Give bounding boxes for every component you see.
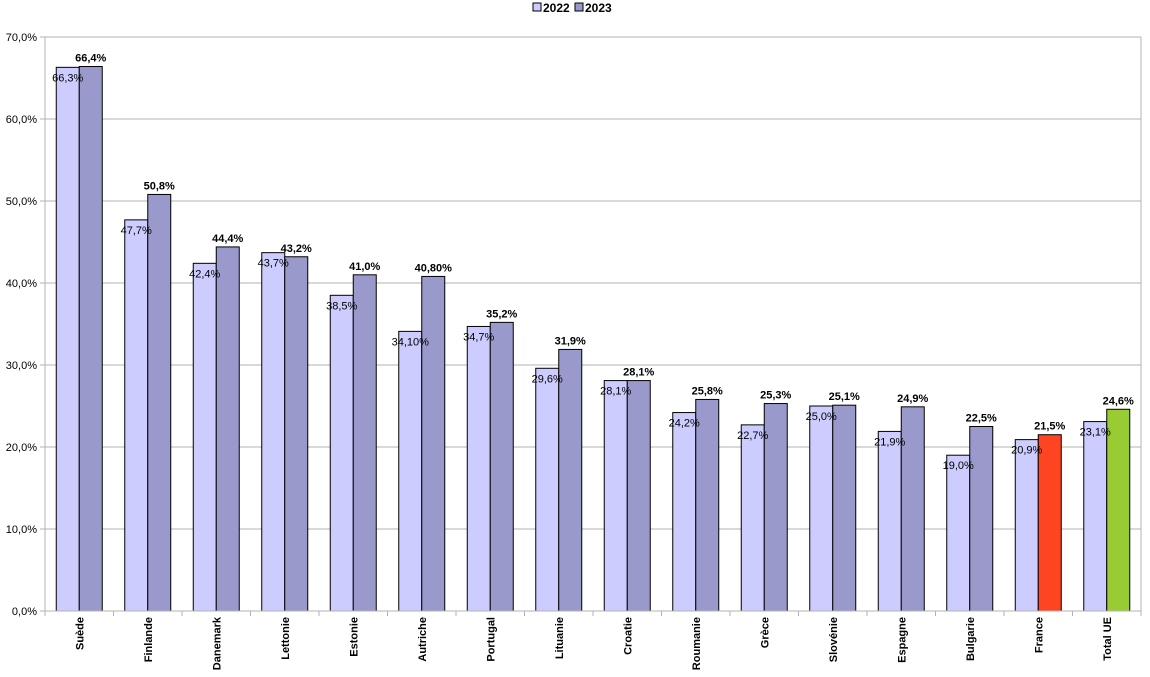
x-category-label: Slovénie [828,617,840,662]
bar-2023 [695,398,720,612]
legend-swatch-2023 [574,2,584,12]
bar-2022 [398,330,423,612]
bars [55,66,1131,612]
data-label-2022: 42,4% [189,268,220,280]
x-category-label: Portugal [485,617,497,662]
bar-2022 [466,325,491,612]
y-tick-label: 60,0% [6,114,37,126]
data-label-2023: 40,80% [415,262,453,274]
bar-2022 [877,430,902,612]
bar-2022 [1083,421,1108,612]
bar-2022 [535,367,560,612]
x-category-label: Total UE [1102,617,1114,661]
x-category-label: Finlande [143,617,155,662]
y-tick-label: 10,0% [6,524,37,536]
x-category-label: Suède [74,617,86,650]
legend-label-2023: 2023 [585,1,612,15]
data-label-2023: 24,9% [897,393,928,405]
bar-2022 [329,294,354,612]
data-label-2023: 66,4% [75,53,106,65]
data-label-2022: 34,10% [392,336,430,348]
bar-2023 [78,66,103,612]
bar-2022 [946,454,971,612]
y-tick-label: 50,0% [6,196,37,208]
legend-label-2022: 2022 [543,1,570,15]
data-label-2023: 25,3% [760,390,791,402]
data-label-2022: 25,0% [806,411,837,423]
x-category-label: Bulgarie [965,617,977,661]
x-category-label: Espagne [896,617,908,663]
bar-2023 [1037,434,1062,612]
data-label-2022: 66,3% [52,72,83,84]
data-label-2023: 41,0% [349,261,380,273]
x-category-label: France [1033,617,1045,653]
bar-2023 [1106,408,1131,612]
data-label-2022: 47,7% [121,225,152,237]
data-label-2023: 21,5% [1034,421,1065,433]
data-labels: 66,3% 66,4% 47,7% 50,8% 42,4% 44,4% 43,7% 43,2%… [52,53,1134,473]
data-label-2022: 22,7% [737,430,768,442]
y-tick-label: 0,0% [12,606,37,618]
x-category-label: Lettonie [280,617,292,660]
bar-2022 [124,219,149,612]
data-label-2022: 21,9% [874,436,905,448]
bar-2023 [626,380,651,612]
x-category-label: Croatie [622,617,634,655]
y-axis: 0,0% 10,0% 20,0% 30,0% 40,0% 50,0% 60,0% 70,0% [6,32,1142,618]
data-label-2023: 35,2% [486,308,517,320]
x-category-label: Estonie [348,617,360,657]
data-label-2023: 50,8% [144,180,175,192]
data-label-2023: 25,8% [692,385,723,397]
bar-2022 [603,380,628,612]
x-category-label: Roumanie [691,617,703,670]
x-axis: Suède Finlande Danemark Lettonie Estonie Autr… [44,610,1142,670]
data-label-2023: 25,1% [829,391,860,403]
bar-2023 [832,404,857,612]
data-label-2023: 28,1% [623,367,654,379]
bar-2023 [284,256,309,612]
legend-swatch-2022 [532,2,542,12]
data-label-2022: 28,1% [600,386,631,398]
y-tick-label: 20,0% [6,442,37,454]
x-category-label: Autriche [417,617,429,662]
y-tick-label: 40,0% [6,278,37,290]
bar-2022 [261,252,286,612]
x-category-label: Lituanie [554,617,566,659]
data-label-2023: 43,2% [281,243,312,255]
bar-2023 [558,348,583,612]
bar-2022 [740,424,765,612]
bar-2022 [672,412,697,612]
bar-2022 [1014,439,1039,612]
data-label-2023: 44,4% [212,233,243,245]
y-tick-label: 70,0% [6,32,37,44]
bar-2022 [55,66,80,612]
bar-2022 [809,405,834,612]
y-tick-label: 30,0% [6,360,37,372]
bar-2023 [352,274,377,612]
bar-2023 [421,275,446,612]
data-label-2022: 19,0% [943,460,974,472]
data-label-2022: 23,1% [1080,427,1111,439]
bar-2022 [192,262,217,612]
legend: 2022 2023 [532,1,612,15]
data-label-2023: 31,9% [555,335,586,347]
bar-2023 [489,321,514,612]
data-label-2022: 29,6% [532,373,563,385]
data-label-2022: 24,2% [669,418,700,430]
data-label-2023: 24,6% [1103,395,1134,407]
x-category-label: Grèce [759,617,771,648]
data-label-2022: 20,9% [1011,445,1042,457]
data-label-2022: 34,7% [463,331,494,343]
data-label-2022: 43,7% [258,258,289,270]
data-label-2022: 38,5% [326,300,357,312]
bar-2023 [969,426,994,612]
bar-2023 [147,193,172,612]
x-category-label: Danemark [211,616,223,670]
bar-2023 [215,246,240,612]
data-label-2023: 22,5% [966,413,997,425]
